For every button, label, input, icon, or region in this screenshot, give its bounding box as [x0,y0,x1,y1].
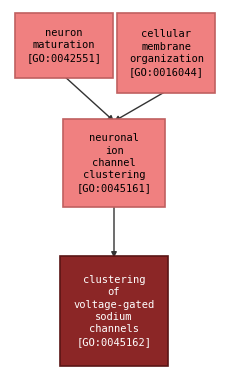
FancyBboxPatch shape [15,13,112,78]
Text: clustering
of
voltage-gated
sodium
channels
[GO:0045162]: clustering of voltage-gated sodium chann… [73,275,154,347]
FancyBboxPatch shape [117,13,215,93]
FancyBboxPatch shape [62,119,165,207]
Text: neuronal
ion
channel
clustering
[GO:0045161]: neuronal ion channel clustering [GO:0045… [76,133,151,193]
FancyBboxPatch shape [60,256,167,366]
Text: neuron
maturation
[GO:0042551]: neuron maturation [GO:0042551] [26,28,101,63]
Text: cellular
membrane
organization
[GO:0016044]: cellular membrane organization [GO:00160… [128,30,203,77]
